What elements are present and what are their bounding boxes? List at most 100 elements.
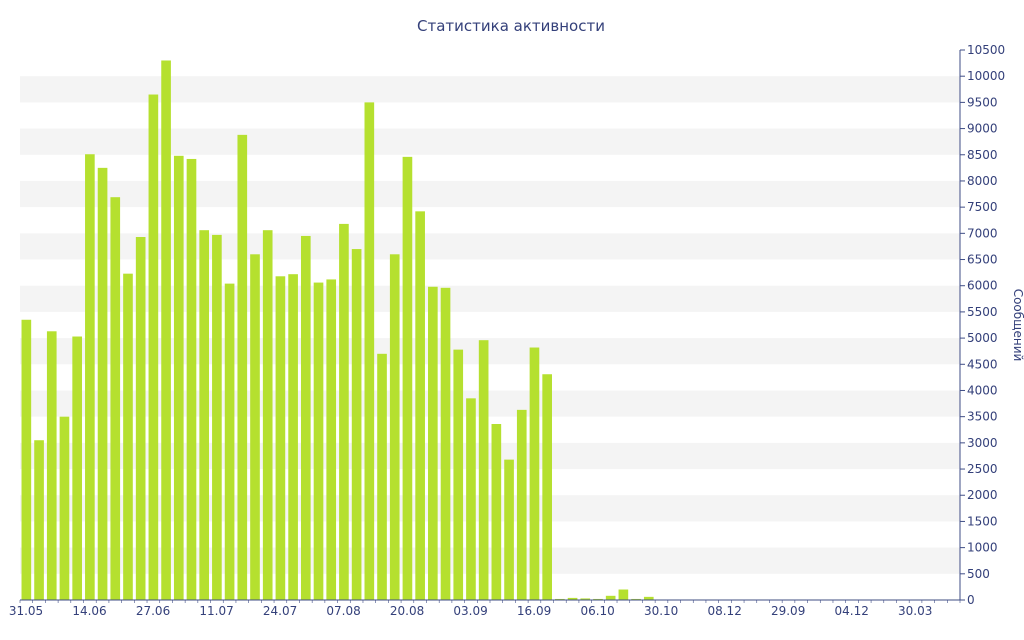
bar xyxy=(85,154,95,601)
bar xyxy=(326,279,337,600)
bar xyxy=(618,589,629,600)
y-tick-label: 500 xyxy=(967,567,990,581)
x-tick-label: 30.10 xyxy=(644,604,678,618)
bar xyxy=(313,282,324,600)
bar xyxy=(555,598,565,600)
bar xyxy=(389,254,400,601)
bar xyxy=(237,134,248,601)
bar xyxy=(478,340,489,600)
bar xyxy=(466,398,476,600)
bar xyxy=(21,319,32,600)
y-tick-label: 9000 xyxy=(967,122,998,136)
y-tick-label: 3500 xyxy=(967,410,998,424)
bar xyxy=(440,287,451,600)
x-tick-label: 20.08 xyxy=(390,604,424,618)
bar xyxy=(377,353,387,600)
bar xyxy=(643,596,654,600)
bar xyxy=(97,167,108,601)
grid-band xyxy=(20,128,960,155)
bar xyxy=(173,155,184,600)
x-tick-label: 14.06 xyxy=(72,604,106,618)
y-tick-label: 10500 xyxy=(967,43,1005,57)
bar xyxy=(110,197,121,600)
x-tick-label: 24.07 xyxy=(263,604,297,618)
x-tick-label: 03.09 xyxy=(453,604,487,618)
bar xyxy=(59,416,70,600)
grid-bands xyxy=(20,76,960,574)
bar-series xyxy=(21,60,959,601)
bar xyxy=(34,440,44,600)
y-tick-label: 8000 xyxy=(967,174,998,188)
bar xyxy=(72,336,82,600)
bar xyxy=(605,595,616,600)
bar xyxy=(339,223,349,600)
x-tick-label: 27.06 xyxy=(136,604,170,618)
bar xyxy=(148,94,159,601)
y-tick-label: 2000 xyxy=(967,488,998,502)
y-tick-label: 3000 xyxy=(967,436,998,450)
x-tick-label: 06.10 xyxy=(580,604,614,618)
grid-band xyxy=(20,390,960,417)
y-axis: 0 500 1000 1500 2000 2500 3000 3500 4000 4500 5000… xyxy=(959,43,1005,607)
y-tick-label: 6500 xyxy=(967,253,998,267)
x-tick-label: 11.07 xyxy=(199,604,233,618)
y-tick-label: 0 xyxy=(967,593,975,607)
bar xyxy=(491,424,502,600)
y-tick-label: 6000 xyxy=(967,279,998,293)
x-tick-label: 31.05 xyxy=(9,604,43,618)
grid-band xyxy=(20,338,960,365)
bar xyxy=(580,598,591,600)
x-tick-label: 07.08 xyxy=(326,604,360,618)
x-tick-label: 29.09 xyxy=(771,604,805,618)
grid-band xyxy=(20,285,960,312)
grid-band xyxy=(20,76,960,103)
y-tick-label: 8500 xyxy=(967,148,998,162)
grid-band xyxy=(20,495,960,522)
chart-title: Статистика активности xyxy=(417,17,605,35)
y-tick-label: 4000 xyxy=(967,383,998,397)
grid-band xyxy=(20,442,960,470)
bar xyxy=(288,274,298,600)
bar xyxy=(123,273,133,600)
bar xyxy=(300,235,311,600)
y-tick-label: 5000 xyxy=(967,331,998,345)
x-tick-label: 04.12 xyxy=(834,604,868,618)
y-tick-label: 4500 xyxy=(967,357,998,371)
bar xyxy=(516,409,527,600)
grid-band xyxy=(20,180,960,208)
bar xyxy=(364,102,375,600)
bar xyxy=(135,237,146,600)
bar xyxy=(415,211,425,600)
bar xyxy=(161,60,171,601)
grid-band xyxy=(20,233,960,260)
bar xyxy=(631,598,641,600)
grid-band xyxy=(20,547,960,574)
y-tick-label: 10000 xyxy=(967,69,1005,83)
bar xyxy=(428,286,438,600)
bar xyxy=(402,156,413,601)
y-tick-label: 7500 xyxy=(967,200,998,214)
bar xyxy=(351,249,362,601)
bar xyxy=(542,374,552,600)
x-tick-label: 08.12 xyxy=(707,604,741,618)
bar xyxy=(262,230,273,600)
bar xyxy=(504,459,514,600)
bar xyxy=(593,598,603,600)
bar xyxy=(275,276,286,600)
bar xyxy=(186,158,197,600)
y-tick-label: 7000 xyxy=(967,226,998,240)
bar xyxy=(199,230,210,600)
y-tick-label: 5500 xyxy=(967,305,998,319)
bar xyxy=(453,349,464,600)
y-axis-label: Сообщений xyxy=(1011,289,1024,362)
y-tick-label: 1500 xyxy=(967,514,998,528)
x-axis: 31.05 14.06 27.06 11.07 24.07 07.08 20.08 03.09… xyxy=(9,599,961,618)
y-tick-label: 2500 xyxy=(967,462,998,476)
bar xyxy=(46,331,57,600)
bar xyxy=(529,347,540,600)
bar xyxy=(567,597,578,600)
x-tick-label: 30.03 xyxy=(898,604,932,618)
bar xyxy=(212,234,222,600)
bar xyxy=(250,254,260,601)
